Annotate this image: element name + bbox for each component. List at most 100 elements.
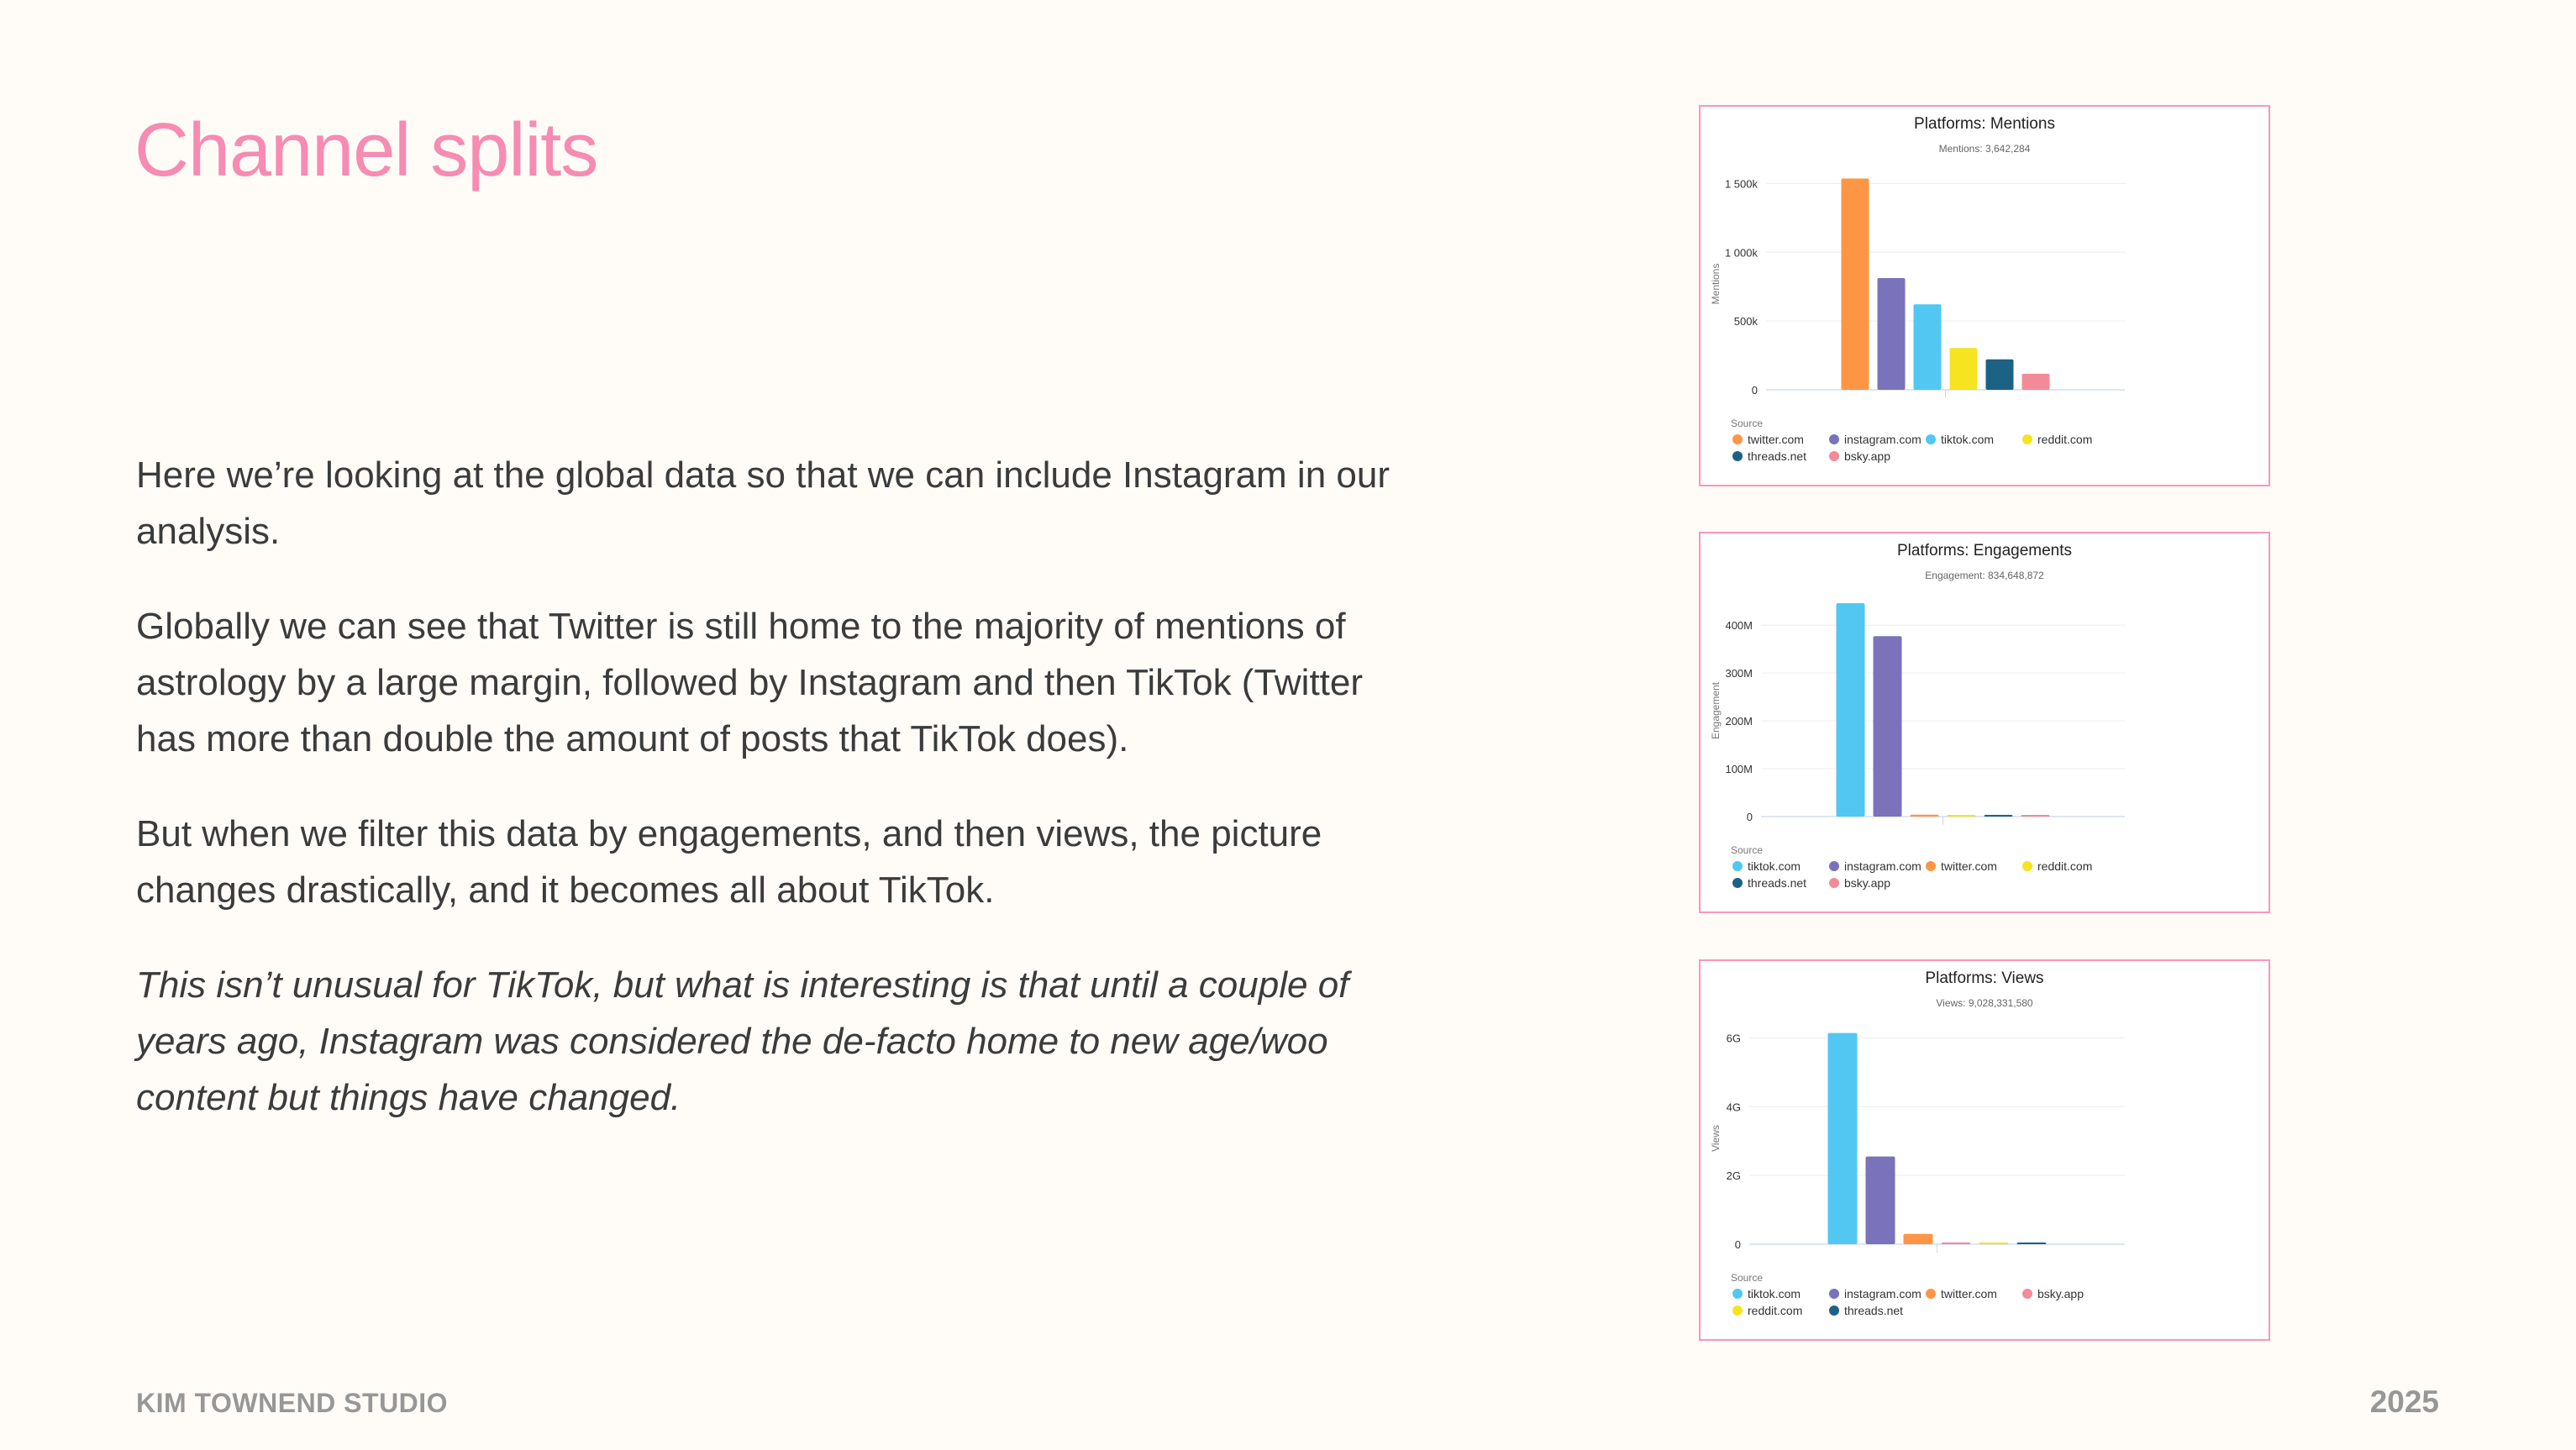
y-tick-label: 4G	[1727, 1101, 1741, 1113]
y-tick-label: 100M	[1725, 763, 1753, 775]
legend-label: bsky.app	[2037, 1287, 2084, 1300]
legend: twitter.com instagram.com tiktok.com reddit…	[1732, 432, 2127, 464]
legend-dot-icon	[1926, 434, 1936, 444]
legend: tiktok.com instagram.com twitter.com reddit…	[1732, 859, 2127, 890]
y-tick-label: 6G	[1727, 1032, 1741, 1044]
legend-label: instagram.com	[1844, 1287, 1921, 1300]
legend-dot-icon	[1829, 434, 1839, 444]
y-tick-label: 200M	[1725, 715, 1753, 728]
bar-tiktok-com[interactable]	[1827, 1032, 1858, 1244]
bar-instagram-com[interactable]	[1873, 636, 1902, 817]
legend-dot-icon	[1829, 1289, 1839, 1299]
bar-threads-net[interactable]	[1984, 815, 2013, 817]
chart-plot: 0 100M 200M 300M 400M Engagement	[1710, 602, 2125, 825]
legend-item[interactable]: twitter.com	[1732, 432, 1829, 447]
bar-bsky-app[interactable]	[2021, 373, 2050, 390]
legend-title: Source	[1731, 418, 1764, 429]
legend-item[interactable]: bsky.app	[1829, 449, 1926, 464]
y-tick-label: 0	[1735, 1238, 1741, 1251]
legend-item[interactable]: instagram.com	[1829, 432, 1926, 447]
bar-twitter-com[interactable]	[1903, 1233, 1933, 1244]
y-tick-label: 400M	[1725, 619, 1753, 632]
legend: tiktok.com instagram.com twitter.com bsky.a…	[1732, 1286, 2127, 1318]
paragraph-note: This isn’t unusual for TikTok, but what …	[136, 964, 1349, 1118]
y-tick-label: 500k	[1734, 315, 1759, 328]
legend-label: twitter.com	[1748, 433, 1804, 446]
chart-title: Platforms: Views	[1925, 969, 2044, 987]
legend-item[interactable]: instagram.com	[1829, 859, 1926, 874]
chart-plot: 0 500k 1 000k 1 500k Mentions	[1710, 177, 2125, 398]
year: 2025	[2369, 1384, 2439, 1419]
paragraph-engagements: But when we filter this data by engageme…	[136, 813, 1322, 911]
legend-dot-icon	[1926, 1289, 1936, 1299]
legend-dot-icon	[2022, 1289, 2032, 1299]
legend-item[interactable]: reddit.com	[2022, 432, 2119, 447]
bar-threads-net[interactable]	[2016, 1242, 2047, 1244]
legend-item[interactable]: reddit.com	[1732, 1303, 1829, 1318]
legend-dot-icon	[1829, 451, 1839, 461]
y-tick-label: 1 000k	[1725, 246, 1759, 259]
legend-dot-icon	[1732, 451, 1743, 461]
bar-tiktok-com[interactable]	[1836, 602, 1865, 817]
legend-dot-icon	[1732, 434, 1743, 444]
chart-plot: 0 2G 4G 6G Views	[1710, 1032, 2125, 1253]
legend-label: reddit.com	[1748, 1304, 1803, 1317]
legend-item[interactable]: threads.net	[1732, 875, 1829, 890]
legend-item[interactable]: bsky.app	[1829, 875, 1926, 890]
bar-reddit-com[interactable]	[1947, 815, 1976, 817]
legend-label: tiktok.com	[1748, 1287, 1801, 1300]
legend-item[interactable]: instagram.com	[1829, 1286, 1926, 1301]
bar-bsky-app[interactable]	[2021, 815, 2050, 817]
legend-label: bsky.app	[1844, 449, 1890, 463]
legend-dot-icon	[1732, 1306, 1743, 1316]
bar-reddit-com[interactable]	[1979, 1242, 2009, 1244]
legend-item[interactable]: threads.net	[1732, 449, 1829, 464]
bar-reddit-com[interactable]	[1949, 348, 1978, 390]
y-axis-label: Mentions	[1710, 264, 1722, 305]
legend-dot-icon	[1829, 878, 1839, 888]
bar-twitter-com[interactable]	[1910, 814, 1939, 817]
legend-item[interactable]: twitter.com	[1926, 859, 2022, 874]
bar-twitter-com[interactable]	[1841, 178, 1869, 390]
legend-item[interactable]: tiktok.com	[1732, 859, 1829, 874]
y-axis-label: Views	[1710, 1125, 1722, 1152]
legend-label: threads.net	[1748, 876, 1807, 890]
bar-instagram-com[interactable]	[1865, 1156, 1895, 1244]
legend-dot-icon	[1829, 1306, 1839, 1316]
studio-name: KIM TOWNEND STUDIO	[136, 1388, 449, 1418]
bar-bsky-app[interactable]	[1941, 1242, 1971, 1244]
y-tick-label: 300M	[1725, 667, 1753, 680]
legend-label: reddit.com	[2037, 859, 2093, 873]
chart-title: Platforms: Engagements	[1896, 542, 2073, 560]
legend-item[interactable]: tiktok.com	[1732, 1286, 1829, 1301]
legend-item[interactable]: tiktok.com	[1926, 432, 2022, 447]
legend-label: threads.net	[1844, 1304, 1904, 1317]
legend-item[interactable]: reddit.com	[2022, 859, 2119, 874]
bar-instagram-com[interactable]	[1877, 278, 1906, 390]
legend-item[interactable]: bsky.app	[2022, 1286, 2119, 1301]
bar-tiktok-com[interactable]	[1913, 304, 1942, 390]
legend-item[interactable]: threads.net	[1829, 1303, 1926, 1318]
legend-item[interactable]: twitter.com	[1926, 1286, 2022, 1301]
page-title: Channel splits	[134, 108, 598, 192]
chart-subtitle: Mentions: 3,642,284	[1938, 143, 2031, 155]
y-tick-label: 0	[1752, 384, 1758, 397]
chart-subtitle: Engagement: 834,648,872	[1925, 570, 2044, 581]
chart-views: Platforms: Views Views: 9,028,331,580 0 2G 4…	[1699, 959, 2270, 1341]
chart-title: Platforms: Mentions	[1914, 115, 2055, 133]
y-tick-label: 2G	[1727, 1169, 1741, 1182]
chart-mentions: Platforms: Mentions Mentions: 3,642,284 0 5…	[1699, 105, 2270, 486]
legend-title: Source	[1731, 1272, 1764, 1284]
y-tick-label: 1 500k	[1725, 177, 1759, 190]
legend-dot-icon	[1926, 861, 1936, 871]
legend-label: threads.net	[1748, 449, 1807, 463]
legend-label: twitter.com	[1941, 1287, 1997, 1300]
legend-label: instagram.com	[1844, 859, 1921, 873]
legend-label: twitter.com	[1941, 859, 1997, 873]
legend-title: Source	[1731, 844, 1764, 856]
paragraph-mentions: Globally we can see that Twitter is stil…	[136, 606, 1364, 759]
chart-engagements: Platforms: Engagements Engagement: 834,64…	[1699, 532, 2270, 913]
chart-subtitle: Views: 9,028,331,580	[1936, 997, 2033, 1009]
legend-label: reddit.com	[2037, 433, 2093, 446]
bar-threads-net[interactable]	[1985, 359, 2014, 390]
